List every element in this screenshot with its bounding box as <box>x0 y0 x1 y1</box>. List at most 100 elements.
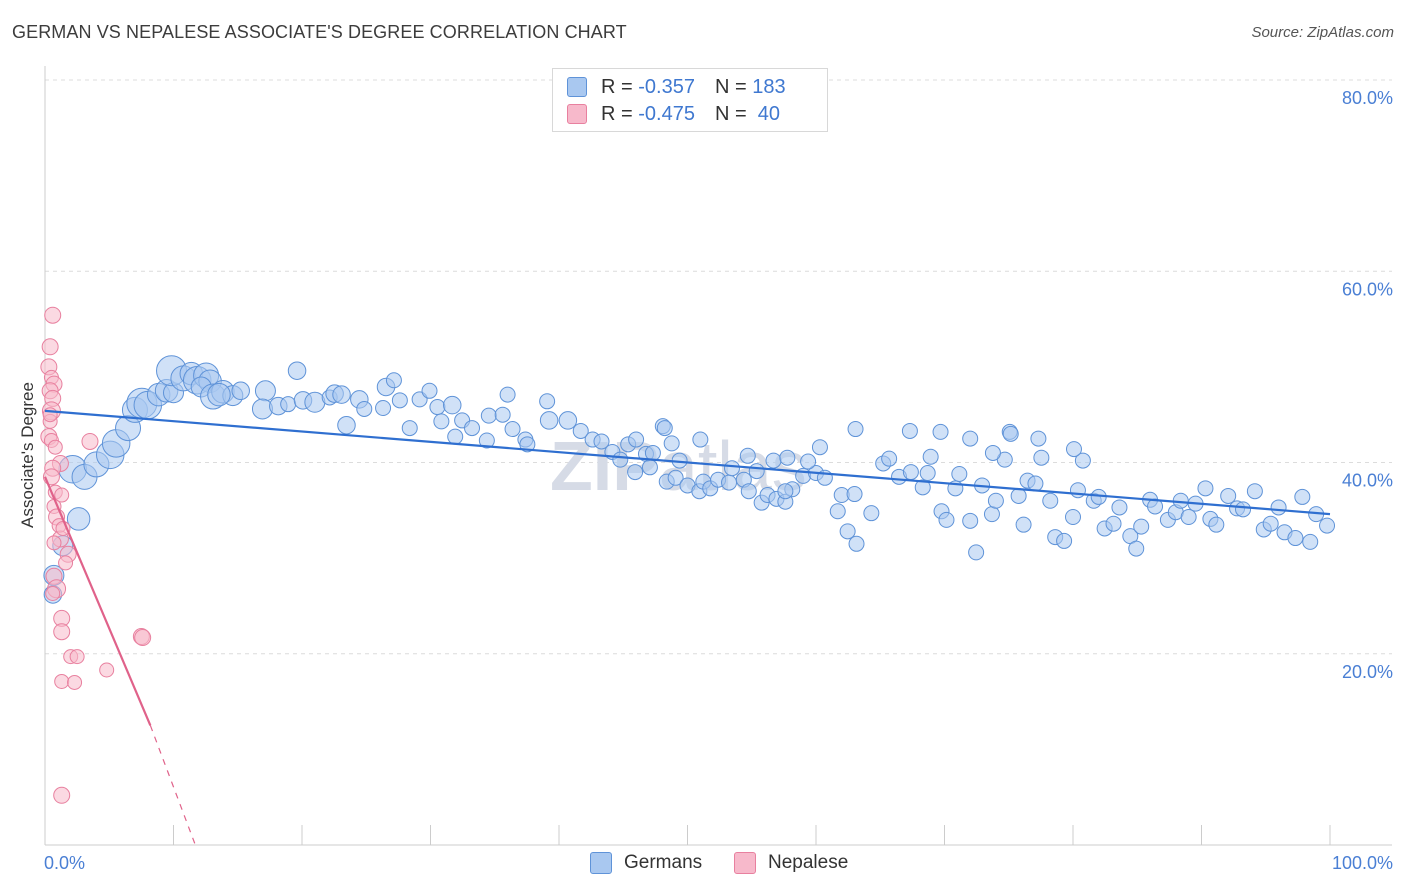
german-point <box>356 400 373 417</box>
bottom-legend-germans: Germans <box>590 852 702 874</box>
german-point <box>1015 516 1032 533</box>
german-point <box>558 411 578 430</box>
german-point <box>504 421 521 438</box>
nepalese-point <box>54 487 70 503</box>
german-point <box>846 486 863 503</box>
german-point <box>848 535 865 552</box>
y-axis-label: Associate's Degree <box>18 382 37 528</box>
german-point <box>1197 480 1214 497</box>
german-point <box>914 479 931 496</box>
german-point <box>847 421 864 438</box>
nepalese-point <box>99 662 115 678</box>
german-point <box>938 511 955 528</box>
german-point <box>539 393 556 410</box>
german-point <box>644 444 661 461</box>
german-point <box>1302 533 1319 550</box>
nepalese-point <box>53 623 71 641</box>
trend-lines <box>43 409 1331 846</box>
nepalese-point <box>54 673 70 689</box>
german-point <box>1065 441 1082 458</box>
nepalese-point <box>44 306 62 324</box>
grid-lines <box>45 79 1392 655</box>
german-point <box>332 385 351 404</box>
german-point <box>499 386 516 403</box>
nepalese-trend-extension <box>149 725 196 846</box>
german-point <box>829 503 846 520</box>
legend: R = -0.357 N = 183 R = -0.475 N = 40 <box>552 68 828 132</box>
r-value: -0.475 <box>638 102 695 125</box>
german-point <box>280 396 297 413</box>
axes <box>44 66 1392 846</box>
german-point <box>968 544 985 561</box>
german-trend-line <box>44 409 1331 516</box>
german-point <box>1105 515 1122 532</box>
german-point <box>902 464 919 481</box>
german-point <box>593 433 610 450</box>
n-value: 183 <box>752 75 786 98</box>
german-point <box>779 449 796 466</box>
german-point <box>692 431 709 448</box>
german-point <box>1069 482 1086 499</box>
nepalese-point <box>67 674 83 690</box>
german-point <box>962 512 979 529</box>
german-point <box>1208 516 1225 533</box>
german-point <box>539 411 559 430</box>
german-point <box>254 380 276 402</box>
german-point <box>66 507 91 531</box>
y-tick-label: 60.0% <box>1342 279 1393 299</box>
german-point <box>1056 532 1073 549</box>
nepalese-swatch <box>567 104 587 124</box>
german-point <box>1294 488 1311 505</box>
german-point <box>739 447 756 464</box>
german-point <box>433 413 450 430</box>
german-point <box>881 450 898 467</box>
german-point <box>951 465 968 482</box>
german-point <box>1030 430 1047 447</box>
german-point <box>922 448 939 465</box>
n-label: N = <box>714 75 753 98</box>
german-point <box>1287 530 1304 547</box>
nepalese-swatch <box>734 852 756 874</box>
german-point <box>723 460 740 477</box>
german-point <box>811 439 828 456</box>
german-point <box>839 523 856 540</box>
german-point <box>641 459 658 476</box>
x-tick-label: 100.0% <box>1332 853 1393 873</box>
german-point <box>667 469 684 486</box>
german-point <box>1111 499 1128 516</box>
nepalese-label: Nepalese <box>768 852 849 873</box>
german-point <box>442 395 462 415</box>
nepalese-points <box>40 306 152 804</box>
german-point <box>1235 501 1252 518</box>
nepalese-point <box>53 786 71 804</box>
german-point <box>863 505 880 522</box>
nepalese-point <box>47 439 63 455</box>
nepalese-point <box>69 649 85 665</box>
nepalese-point <box>58 555 74 571</box>
german-point <box>987 492 1004 509</box>
chart-title: GERMAN VS NEPALESE ASSOCIATE'S DEGREE CO… <box>12 22 627 42</box>
german-point <box>627 464 644 481</box>
nepalese-trend-line <box>43 476 152 726</box>
german-point <box>207 382 231 407</box>
german-point <box>1074 452 1091 469</box>
german-point <box>1262 515 1279 532</box>
german-point <box>421 382 438 399</box>
german-point <box>919 465 936 482</box>
german-point <box>1042 492 1059 509</box>
nepalese-point <box>46 535 62 551</box>
germans-label: Germans <box>624 852 703 873</box>
german-point <box>1133 518 1150 535</box>
german-point <box>494 406 511 423</box>
source-label: Source: ZipAtlas.com <box>1251 24 1394 41</box>
nepalese-point <box>134 628 152 646</box>
german-point <box>901 422 918 439</box>
german-point <box>401 420 418 437</box>
german-point <box>1246 483 1263 500</box>
german-point <box>663 435 680 452</box>
german-point <box>748 463 765 480</box>
nepalese-point <box>41 338 59 356</box>
german-point <box>983 506 1000 523</box>
german-point <box>478 432 495 449</box>
